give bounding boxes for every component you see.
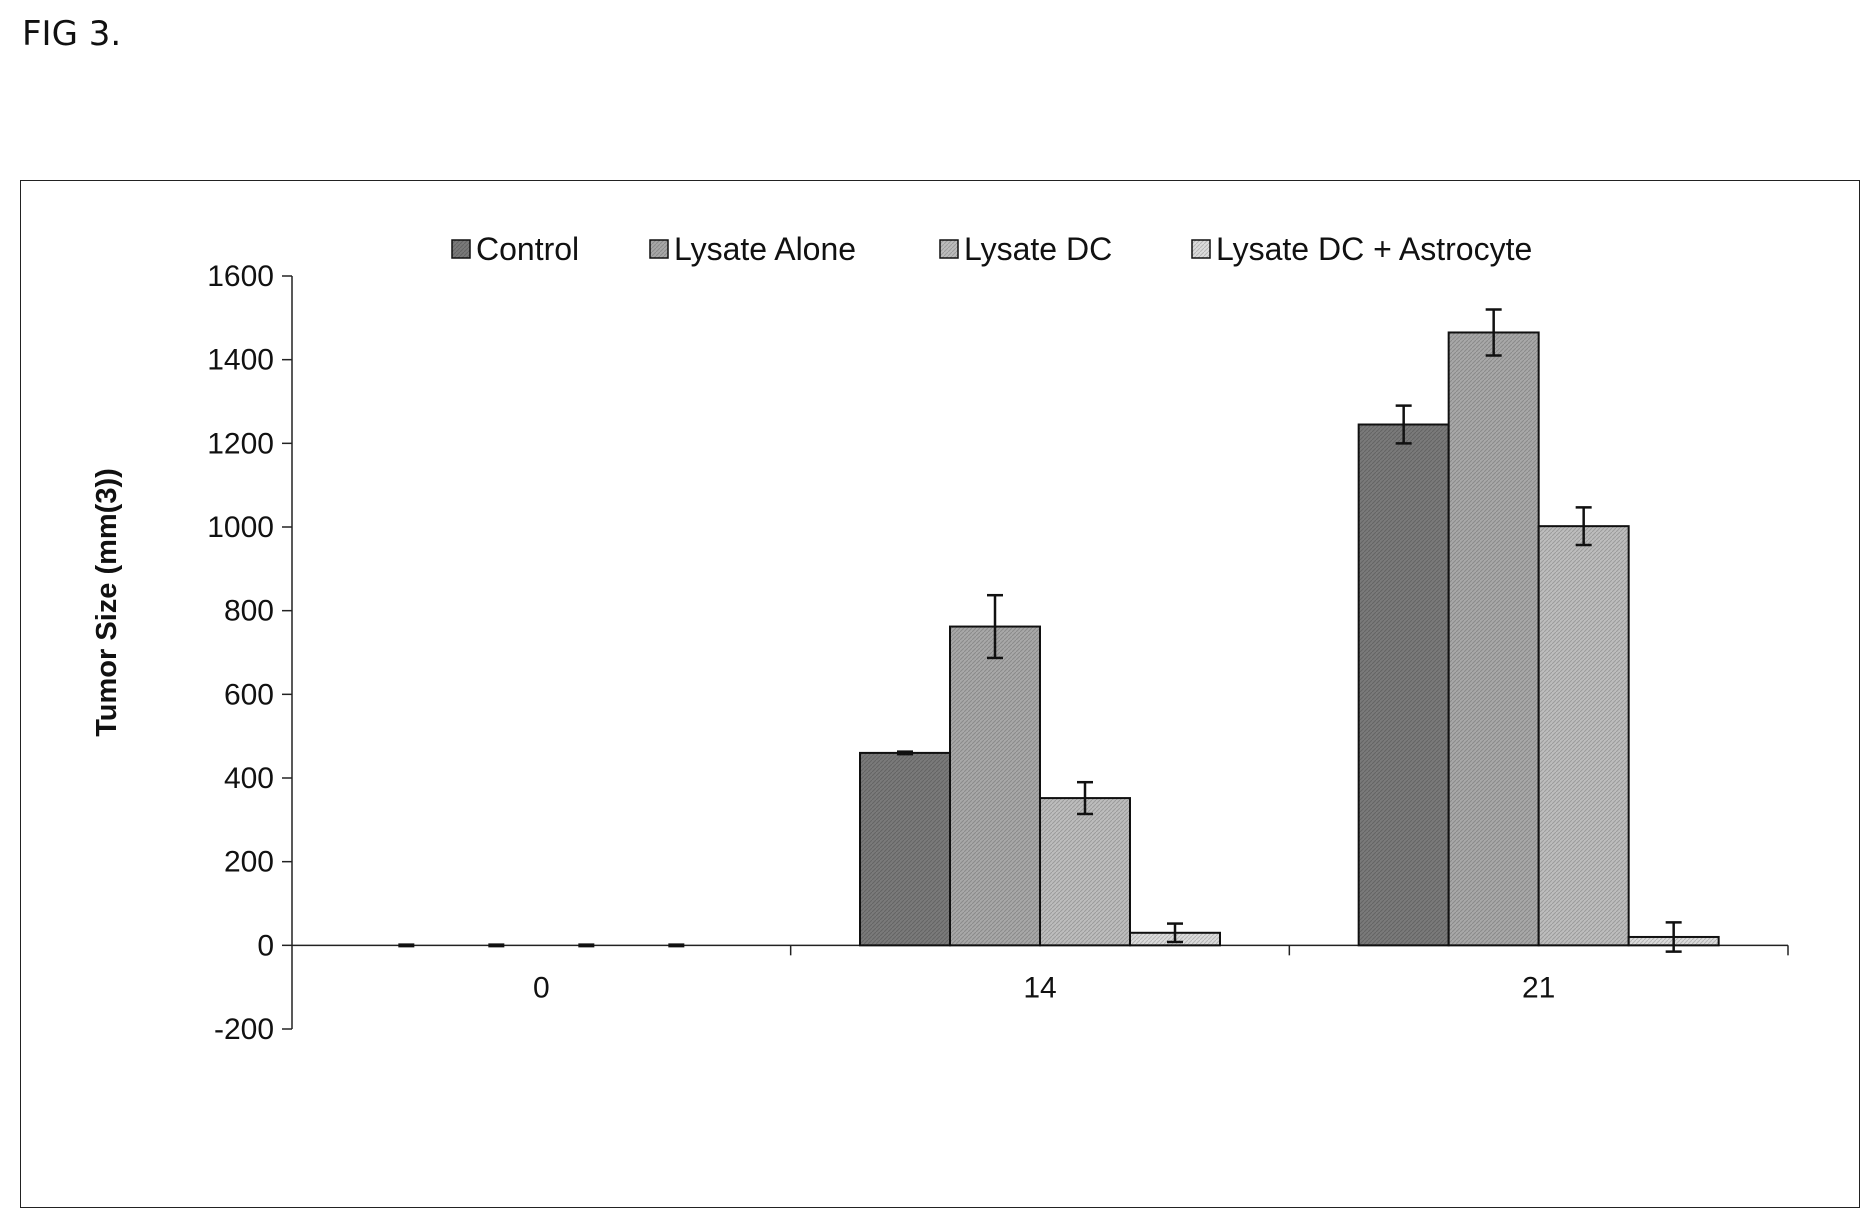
- y-tick-label: -200: [214, 1013, 274, 1046]
- legend-label: Control: [476, 231, 579, 267]
- bar-texture: [950, 626, 1040, 946]
- bar-texture: [1358, 424, 1449, 946]
- y-tick-label: 0: [257, 929, 274, 962]
- x-tick-label: 14: [1023, 971, 1056, 1004]
- y-tick-label: 800: [224, 595, 274, 628]
- legend-label: Lysate DC: [964, 231, 1112, 267]
- bar-texture: [860, 752, 950, 946]
- y-tick-label: 200: [224, 846, 274, 879]
- bar-texture: [1538, 526, 1629, 946]
- bar-texture: [1448, 332, 1539, 946]
- y-axis-title: Tumor Size (mm(3)): [91, 468, 123, 737]
- bar-texture: [1040, 798, 1130, 946]
- y-tick-label: 1400: [207, 344, 274, 377]
- figure-label: FIG 3.: [22, 14, 122, 54]
- y-tick-label: 1200: [207, 427, 274, 460]
- legend-swatch-texture: [1192, 240, 1210, 258]
- x-tick-label: 21: [1522, 971, 1555, 1004]
- legend-swatch-texture: [940, 240, 958, 258]
- bar-series: [398, 308, 1720, 953]
- chart-legend: Control Lysate Alone Lysate DC Lysate DC + …: [451, 231, 1532, 267]
- legend-label: Lysate DC + Astrocyte: [1216, 231, 1532, 267]
- y-tick-label: 1600: [207, 260, 274, 293]
- x-axis: 0 14 21: [292, 944, 1789, 1004]
- y-tick-label: 1000: [207, 511, 274, 544]
- y-tick-label: 600: [224, 678, 274, 711]
- legend-label: Lysate Alone: [674, 231, 856, 267]
- x-tick-label: 0: [533, 971, 550, 1004]
- legend-swatch-texture: [650, 240, 668, 258]
- legend-swatch-texture: [452, 240, 470, 258]
- y-tick-label: 400: [224, 762, 274, 795]
- y-axis: -200 0 200 400 600 800 1000 1200 1400 1600: [207, 260, 293, 1046]
